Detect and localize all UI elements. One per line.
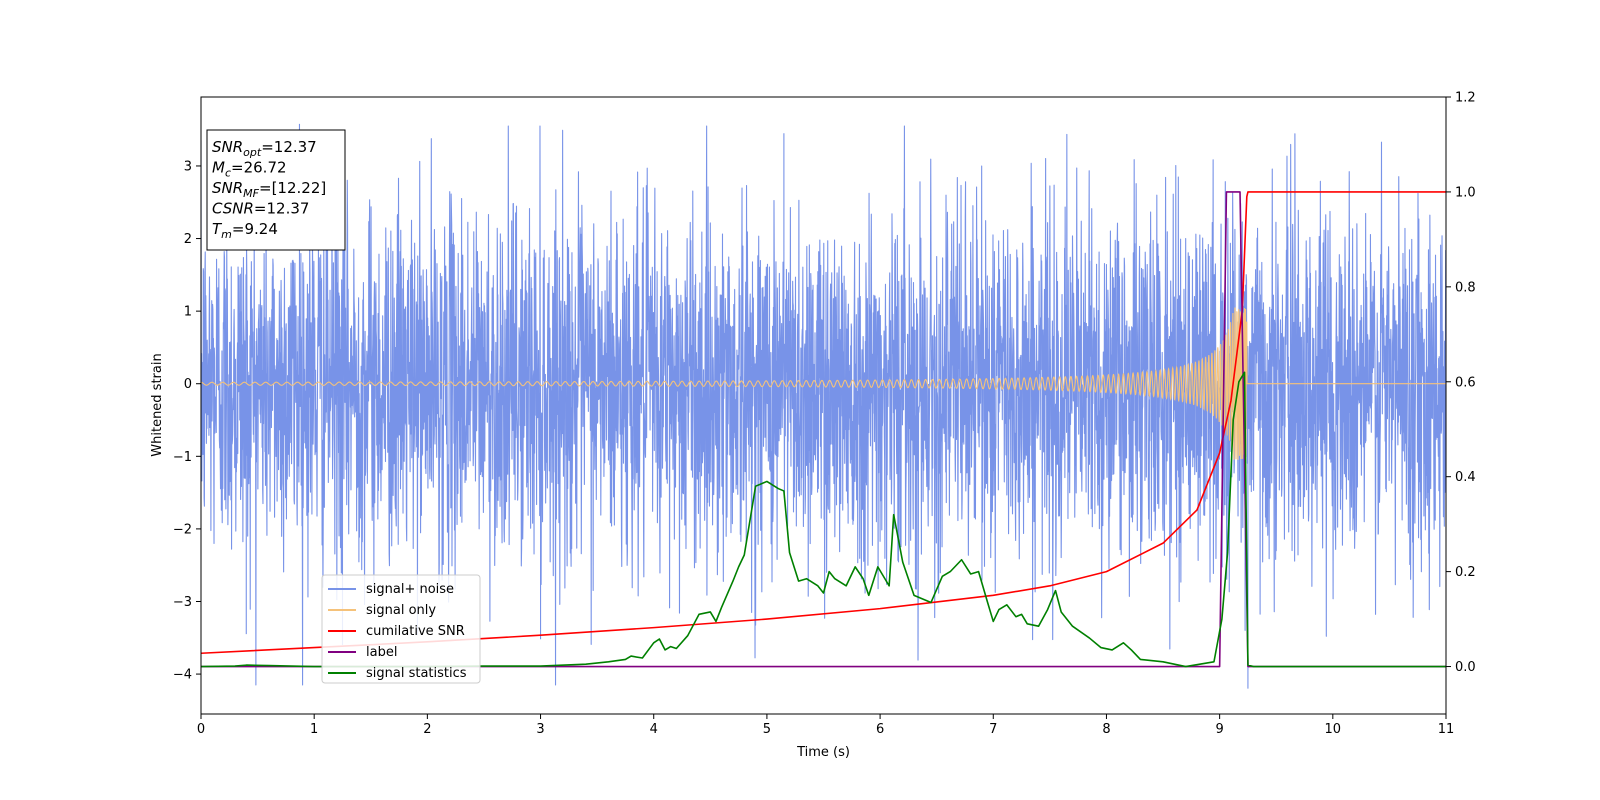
info-box-line: Tm=9.24 [212, 220, 278, 241]
x-tick-label: 5 [763, 722, 771, 737]
info-symbol: SNR [212, 179, 243, 197]
info-value: =[12.22] [259, 179, 326, 197]
x-tick-label: 0 [197, 722, 205, 737]
x-axis-label: Time (s) [796, 745, 850, 760]
info-box: SNRopt=12.37Mc=26.72SNRMF=[12.22]CSNR=12… [206, 129, 346, 251]
legend-label: signal+ noise [366, 582, 454, 597]
info-subscript: c [225, 167, 231, 180]
y-tick-label: 1 [184, 305, 192, 320]
y-tick-label: 3 [184, 159, 192, 174]
info-symbol: T [212, 220, 223, 238]
legend-frame [321, 574, 481, 684]
x-axis: 0 1 2 3 4 5 6 7 8 9 10 11 [197, 714, 1454, 737]
x-tick-label: 10 [1325, 722, 1342, 737]
info-value: =26.72 [231, 159, 287, 177]
plot-series-layer [201, 123, 1446, 689]
legend: signal+ noise signal only cumilative SNR la… [321, 574, 481, 684]
y-tick-label: −3 [173, 595, 192, 610]
info-subscript: m [221, 228, 232, 241]
info-value: =12.37 [261, 138, 317, 156]
x-tick-label: 11 [1438, 722, 1455, 737]
legend-label: signal statistics [366, 666, 467, 681]
x-tick-label: 1 [310, 722, 318, 737]
series-cumulative-snr-line [201, 191, 1446, 655]
x-tick-label: 9 [1215, 722, 1223, 737]
info-subscript: opt [243, 146, 262, 159]
info-box-line: CSNR=12.37 [212, 200, 309, 218]
y2-tick-label: 0.4 [1455, 470, 1476, 485]
info-box-line: SNRMF=[12.22] [212, 179, 326, 200]
info-symbol: M [212, 159, 225, 177]
info-box-line: SNRopt=12.37 [212, 138, 317, 159]
info-subscript: MF [243, 187, 259, 200]
x-tick-label: 4 [650, 722, 658, 737]
y-tick-label: 0 [184, 377, 192, 392]
y-axis-right: 0.0 0.2 0.4 0.6 0.8 1.0 1.2 [1446, 91, 1476, 675]
x-tick-label: 2 [423, 722, 431, 737]
y2-tick-label: 0.0 [1455, 660, 1476, 675]
x-tick-label: 8 [1102, 722, 1110, 737]
legend-label: label [366, 645, 397, 660]
series-signal-statistics-line [201, 371, 1446, 668]
legend-label: cumilative SNR [366, 624, 465, 639]
info-box-line: Mc=26.72 [212, 159, 287, 180]
y-tick-label: −2 [173, 522, 192, 537]
x-tick-label: 6 [876, 722, 884, 737]
y2-tick-label: 0.8 [1455, 280, 1476, 295]
info-value: =12.37 [254, 200, 310, 218]
y2-tick-label: 0.2 [1455, 565, 1476, 580]
y2-tick-label: 1.0 [1455, 185, 1476, 200]
y-axis-left: −4 −3 −2 −1 0 1 2 3 [173, 159, 201, 683]
info-symbol: CSNR [212, 200, 254, 218]
info-value: =9.24 [232, 220, 278, 238]
y2-tick-label: 1.2 [1455, 91, 1476, 106]
y2-tick-label: 0.6 [1455, 375, 1476, 390]
y-tick-label: −4 [173, 668, 192, 683]
info-box-frame [206, 129, 346, 251]
x-tick-label: 3 [536, 722, 544, 737]
y-tick-label: −1 [173, 450, 192, 465]
y-tick-label: 2 [184, 232, 192, 247]
x-tick-label: 7 [989, 722, 997, 737]
plot-frame [200, 96, 1447, 715]
info-symbol: SNR [212, 138, 243, 156]
legend-label: signal only [366, 603, 436, 618]
y-axis-label: Whitened strain [150, 353, 165, 456]
